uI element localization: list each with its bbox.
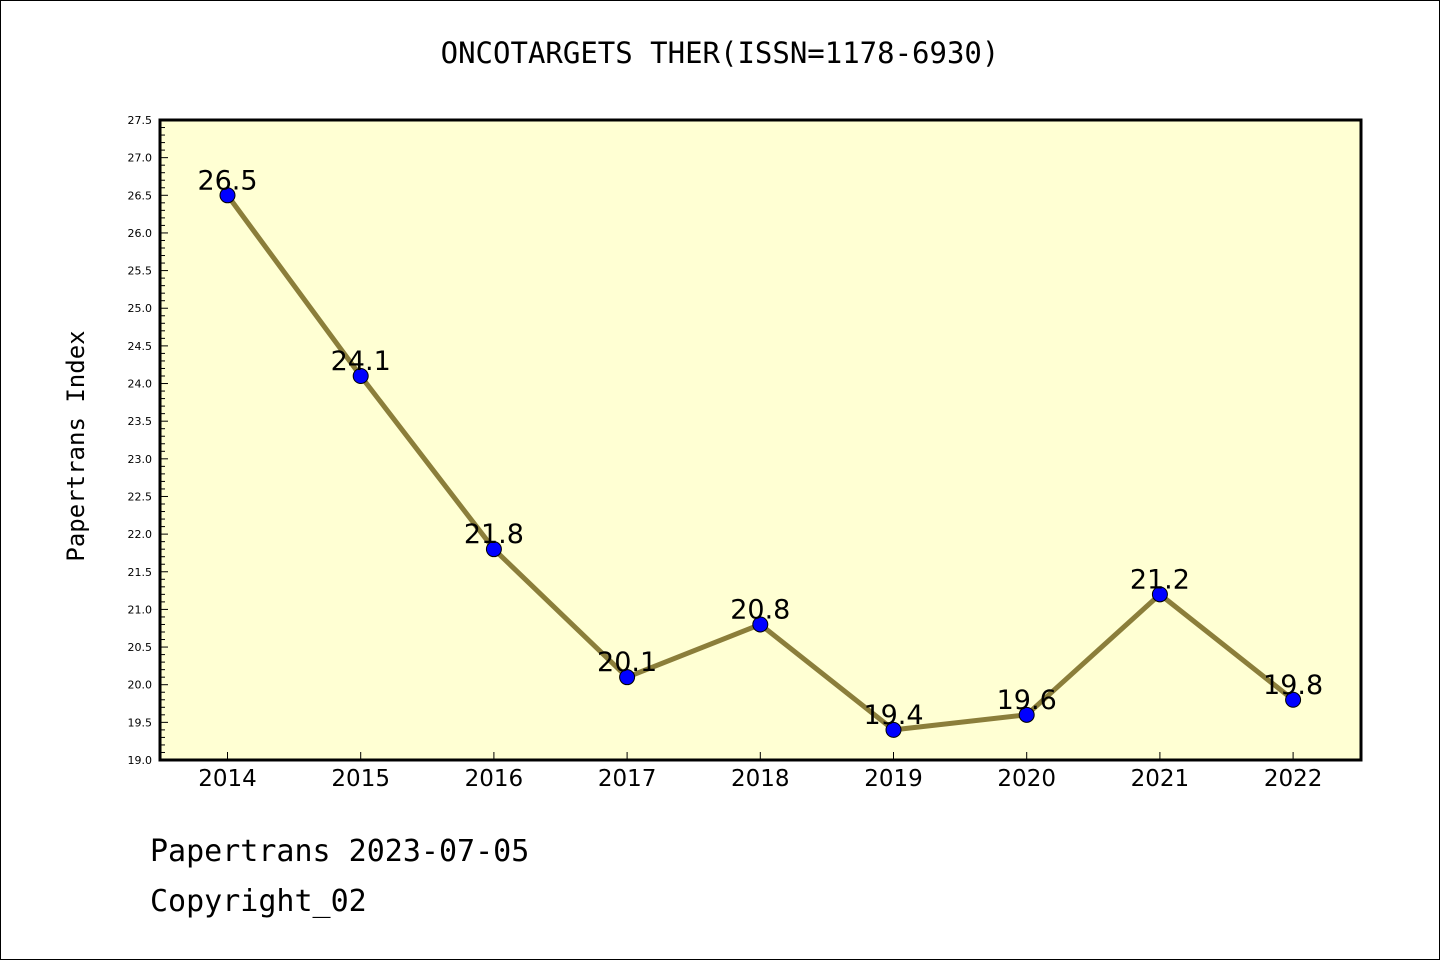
y-tick-label: 26.0 — [128, 227, 153, 240]
data-point — [752, 616, 769, 633]
x-tick-label: 2021 — [1131, 766, 1190, 792]
y-tick-label: 21.0 — [128, 603, 153, 616]
y-tick-label: 20.5 — [128, 641, 153, 654]
y-tick-label: 26.5 — [128, 189, 153, 202]
x-tick-label: 2019 — [864, 766, 923, 792]
y-tick-label: 23.0 — [128, 453, 153, 466]
data-point — [1151, 586, 1168, 603]
x-tick-label: 2017 — [598, 766, 657, 792]
y-tick-label: 24.0 — [128, 378, 153, 391]
y-tick-label: 22.0 — [128, 528, 153, 541]
data-label: 21.2 — [1130, 564, 1190, 595]
footer-copyright: Copyright_02 — [150, 884, 367, 919]
y-tick-label: 23.5 — [128, 415, 153, 428]
data-label: 24.1 — [331, 346, 391, 377]
data-label: 19.6 — [997, 685, 1057, 716]
y-tick-label: 25.0 — [128, 302, 153, 315]
data-label: 21.8 — [464, 519, 524, 550]
y-tick-label: 20.0 — [128, 679, 153, 692]
data-label: 20.1 — [597, 647, 657, 678]
x-tick-label: 2018 — [731, 766, 790, 792]
data-point — [219, 187, 236, 204]
data-point — [885, 721, 902, 738]
data-point — [485, 541, 502, 558]
x-tick-label: 2022 — [1264, 766, 1323, 792]
y-tick-label: 24.5 — [128, 340, 153, 353]
data-label: 26.5 — [197, 165, 257, 196]
plot-area — [160, 120, 1361, 760]
chart-title: ONCOTARGETS THER(ISSN=1178-6930) — [440, 36, 1000, 70]
plot-border — [158, 118, 1363, 762]
y-tick-label: 27.5 — [128, 114, 153, 127]
data-point — [1285, 691, 1302, 708]
y-tick-label: 27.0 — [128, 152, 153, 165]
x-tick-label: 2016 — [465, 766, 524, 792]
data-label: 19.8 — [1263, 670, 1323, 701]
x-tick-label: 2014 — [198, 766, 257, 792]
x-tick-label: 2020 — [997, 766, 1056, 792]
data-point — [1018, 706, 1035, 723]
y-tick-label: 22.5 — [128, 490, 153, 503]
y-tick-label: 25.5 — [128, 265, 153, 278]
data-point — [352, 368, 369, 384]
y-tick-label: 19.0 — [128, 754, 153, 767]
y-tick-label: 19.5 — [128, 716, 153, 729]
y-tick-label: 21.5 — [128, 566, 153, 579]
data-point — [619, 669, 636, 686]
data-label: 19.4 — [863, 700, 923, 731]
footer-date: Papertrans 2023-07-05 — [150, 834, 530, 869]
data-label: 20.8 — [730, 594, 790, 625]
x-tick-label: 2015 — [331, 766, 390, 792]
